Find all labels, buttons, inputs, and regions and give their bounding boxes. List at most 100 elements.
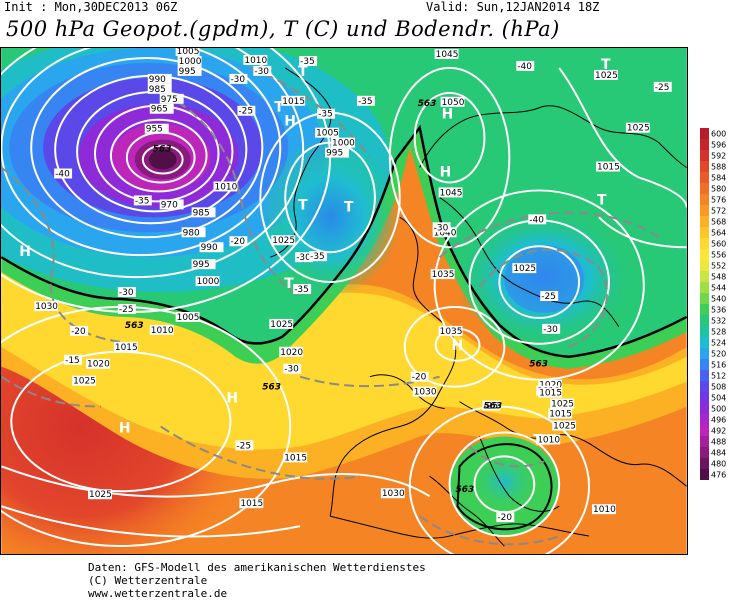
color-scale-label: 600 [711,129,726,138]
init-time: Init : Mon,30DEC2013 06Z [4,0,178,14]
color-scale-label: 564 [711,228,726,237]
temperature-label: -30 [434,223,449,233]
color-scale-swatch [700,447,709,459]
low-pressure-marker: T [298,64,308,80]
color-scale-swatch [700,392,709,404]
isobar-label: 1000 [179,57,202,67]
color-scale-swatch [700,249,709,261]
isobar-label: 980 [183,228,200,238]
color-scale-swatch [700,172,709,184]
temperature-label: -35 [294,285,309,295]
color-scale-label: 484 [711,448,726,457]
high-pressure-marker: H [284,114,296,130]
color-scale-label: 548 [711,272,726,281]
isobar-label: 1025 [551,400,574,410]
color-scale-label: 556 [711,250,726,259]
color-scale-swatch [700,293,709,305]
isobar-label: 1030 [414,388,437,398]
temperature-label: -40 [529,215,544,225]
low-pressure-marker: T [601,57,611,73]
temperature-label: -20 [71,327,86,337]
isobar-label: 1010 [537,435,560,445]
low-pressure-marker: T [298,197,308,213]
isobar-label: 1035 [440,327,463,337]
temperature-label: -35 [135,196,150,206]
isobar-label: 1025 [272,236,295,246]
color-scale-label: 596 [711,140,726,149]
temperature-label: -25 [238,107,253,117]
color-scale-label: 504 [711,393,726,402]
isobar-label: 990 [201,243,218,253]
temperature-label: -25 [119,305,134,315]
color-scale-swatch [700,282,709,294]
temperature-label: -25 [541,292,556,302]
color-scale-label: 580 [711,184,726,193]
isobar-label: 1025 [595,71,618,81]
color-scale-swatch [700,436,709,448]
temperature-label: -40 [517,62,532,72]
isobar-label: 1010 [215,182,238,192]
low-pressure-marker: T [597,192,607,208]
color-scale-swatch [700,271,709,283]
isobar-label: 1020 [539,381,562,391]
high-pressure-marker: H [442,107,454,123]
isobar-label: 1025 [627,124,650,134]
color-scale-swatch [700,216,709,228]
color-scale-label: 552 [711,261,726,270]
isobar-label: 1015 [115,343,138,353]
isobar-label: 1020 [87,360,110,370]
geopotential-label: 563 [125,321,144,331]
color-scale-swatch [700,458,709,470]
temperature-label: -20 [230,237,245,247]
color-scale-label: 512 [711,371,726,380]
color-scale-label: 576 [711,195,726,204]
isobar-label: 1000 [197,277,220,287]
isobar-label: 985 [149,85,166,95]
isobar-label: 1025 [553,421,576,431]
footer-website-link[interactable]: www.wetterzentrale.de [88,587,228,600]
map-title: 500 hPa Geopot.(gpdm), T (C) und Bodendr… [6,17,560,41]
color-scale-label: 508 [711,382,726,391]
isobar-label: 1010 [593,505,616,515]
isobar-label: 1040 [434,228,457,238]
color-scale-label: 480 [711,459,726,468]
isobar-label: 995 [179,67,196,77]
isobar-label: 975 [161,95,178,105]
temperature-label: -35 [358,97,373,107]
valid-time: Valid: Sun,12JAN2014 18Z [426,0,600,14]
temperature-label: -30 [254,67,269,77]
color-scale-swatch [700,238,709,250]
isobar-label: 1010 [151,326,174,336]
color-scale-swatch [700,370,709,382]
color-scale-swatch [700,304,709,316]
isobar-label: 1025 [89,490,112,500]
geopotential-label: 563 [262,383,281,393]
high-pressure-marker: H [119,420,131,436]
color-scale-label: 592 [711,151,726,160]
pressure-centers: H H H H H H H T T T T T T T T [19,57,611,449]
color-scale-label: 528 [711,327,726,336]
color-scale-swatch [700,425,709,437]
footer-copyright: (C) Wetterzentrale [88,574,208,587]
temperature-label: -25 [655,83,670,93]
low-pressure-marker: T [284,276,294,292]
color-scale-swatch [700,183,709,195]
color-scale-swatch [700,315,709,327]
isobar-label: 1030 [382,489,405,499]
high-pressure-marker: H [19,244,31,260]
color-scale-label: 488 [711,437,726,446]
temperature-label: -30 [284,365,299,375]
isobar-label: 1050 [442,98,465,108]
color-scale-label: 544 [711,283,726,292]
footer-data-source: Daten: GFS-Modell des amerikanischen Wet… [88,561,426,574]
color-scale-label: 476 [711,470,726,479]
isobar-label: 1025 [73,377,96,387]
temperature-label: -20 [412,373,427,383]
isobar-label: 1015 [539,389,562,399]
isobar-label: 955 [146,125,163,135]
isobar-label: 1045 [440,188,463,198]
isobar-label: 965 [151,105,168,115]
isobar-label: 1015 [240,499,263,509]
color-scale-label: 532 [711,316,726,325]
isobar-label: 1000 [332,139,355,149]
